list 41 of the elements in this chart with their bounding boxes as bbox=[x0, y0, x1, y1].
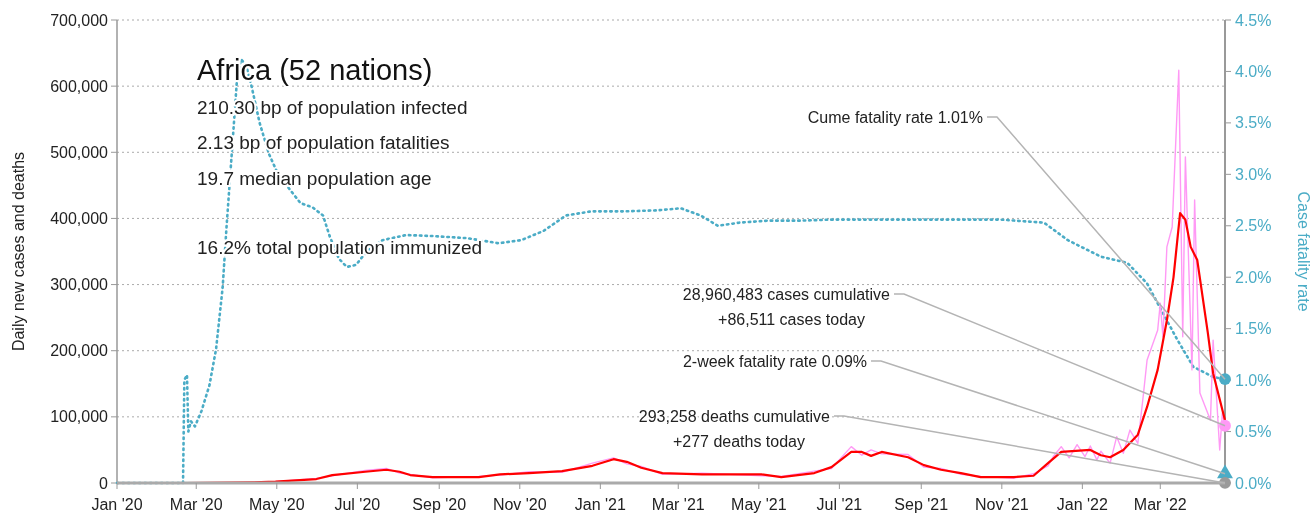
x-tick-label: Jan '22 bbox=[1056, 496, 1109, 513]
y-tick-label: 100,000 bbox=[50, 408, 109, 426]
y2-tick-label: 0.0% bbox=[1235, 474, 1272, 492]
annotation: 210.30 bp of population infected bbox=[197, 97, 468, 118]
y2-tick-label: 4.5% bbox=[1235, 11, 1272, 29]
x-tick-label: Mar '21 bbox=[651, 496, 705, 513]
x-tick-label: Mar '22 bbox=[1133, 496, 1187, 513]
x-tick-label: Jan '20 bbox=[91, 496, 143, 513]
y2-tick-label: 2.5% bbox=[1235, 217, 1272, 235]
y-tick-label: 600,000 bbox=[50, 77, 109, 95]
y2-tick-label: 1.5% bbox=[1235, 320, 1272, 338]
y-tick-label: 0 bbox=[99, 474, 109, 492]
y2-tick-label: 4.0% bbox=[1235, 63, 1272, 81]
y-tick-label: 400,000 bbox=[50, 210, 109, 228]
y-tick-label: 500,000 bbox=[50, 143, 109, 161]
annotation: 2-week fatality rate 0.09% bbox=[682, 353, 867, 370]
y2-axis-title: Case fatality rate bbox=[1295, 191, 1312, 312]
x-tick-label: Sep '20 bbox=[412, 496, 467, 513]
y-tick-label: 200,000 bbox=[50, 342, 109, 360]
annotation: Cume fatality rate 1.01% bbox=[807, 109, 983, 126]
annotation: 2.13 bp of population fatalities bbox=[197, 132, 450, 153]
annotation: 19.7 median population age bbox=[197, 168, 432, 189]
x-tick-label: Sep '21 bbox=[894, 496, 949, 513]
x-tick-label: Jul '21 bbox=[816, 496, 863, 513]
y-axis-title: Daily new cases and deaths bbox=[10, 151, 27, 352]
x-tick-label: Nov '21 bbox=[974, 496, 1029, 513]
y-tick-label: 300,000 bbox=[50, 276, 109, 294]
y2-tick-label: 2.0% bbox=[1235, 268, 1272, 286]
x-tick-label: Jul '20 bbox=[334, 496, 381, 513]
y2-tick-label: 0.5% bbox=[1235, 423, 1272, 441]
x-tick-label: May '20 bbox=[249, 496, 305, 513]
x-tick-label: Mar '20 bbox=[169, 496, 223, 513]
y2-tick-label: 1.0% bbox=[1235, 371, 1272, 389]
y-tick-label: 700,000 bbox=[50, 11, 109, 29]
y2-tick-label: 3.0% bbox=[1235, 165, 1272, 183]
annotation: 28,960,483 cases cumulative +86,511 cases today bbox=[682, 286, 891, 328]
annotation: 293,258 deaths cumulative +277 deaths today bbox=[638, 408, 831, 450]
x-tick-label: May '21 bbox=[731, 496, 787, 513]
x-tick-label: Jan '21 bbox=[574, 496, 626, 513]
y2-tick-label: 3.5% bbox=[1235, 114, 1272, 132]
x-tick-label: Nov '20 bbox=[492, 496, 547, 513]
